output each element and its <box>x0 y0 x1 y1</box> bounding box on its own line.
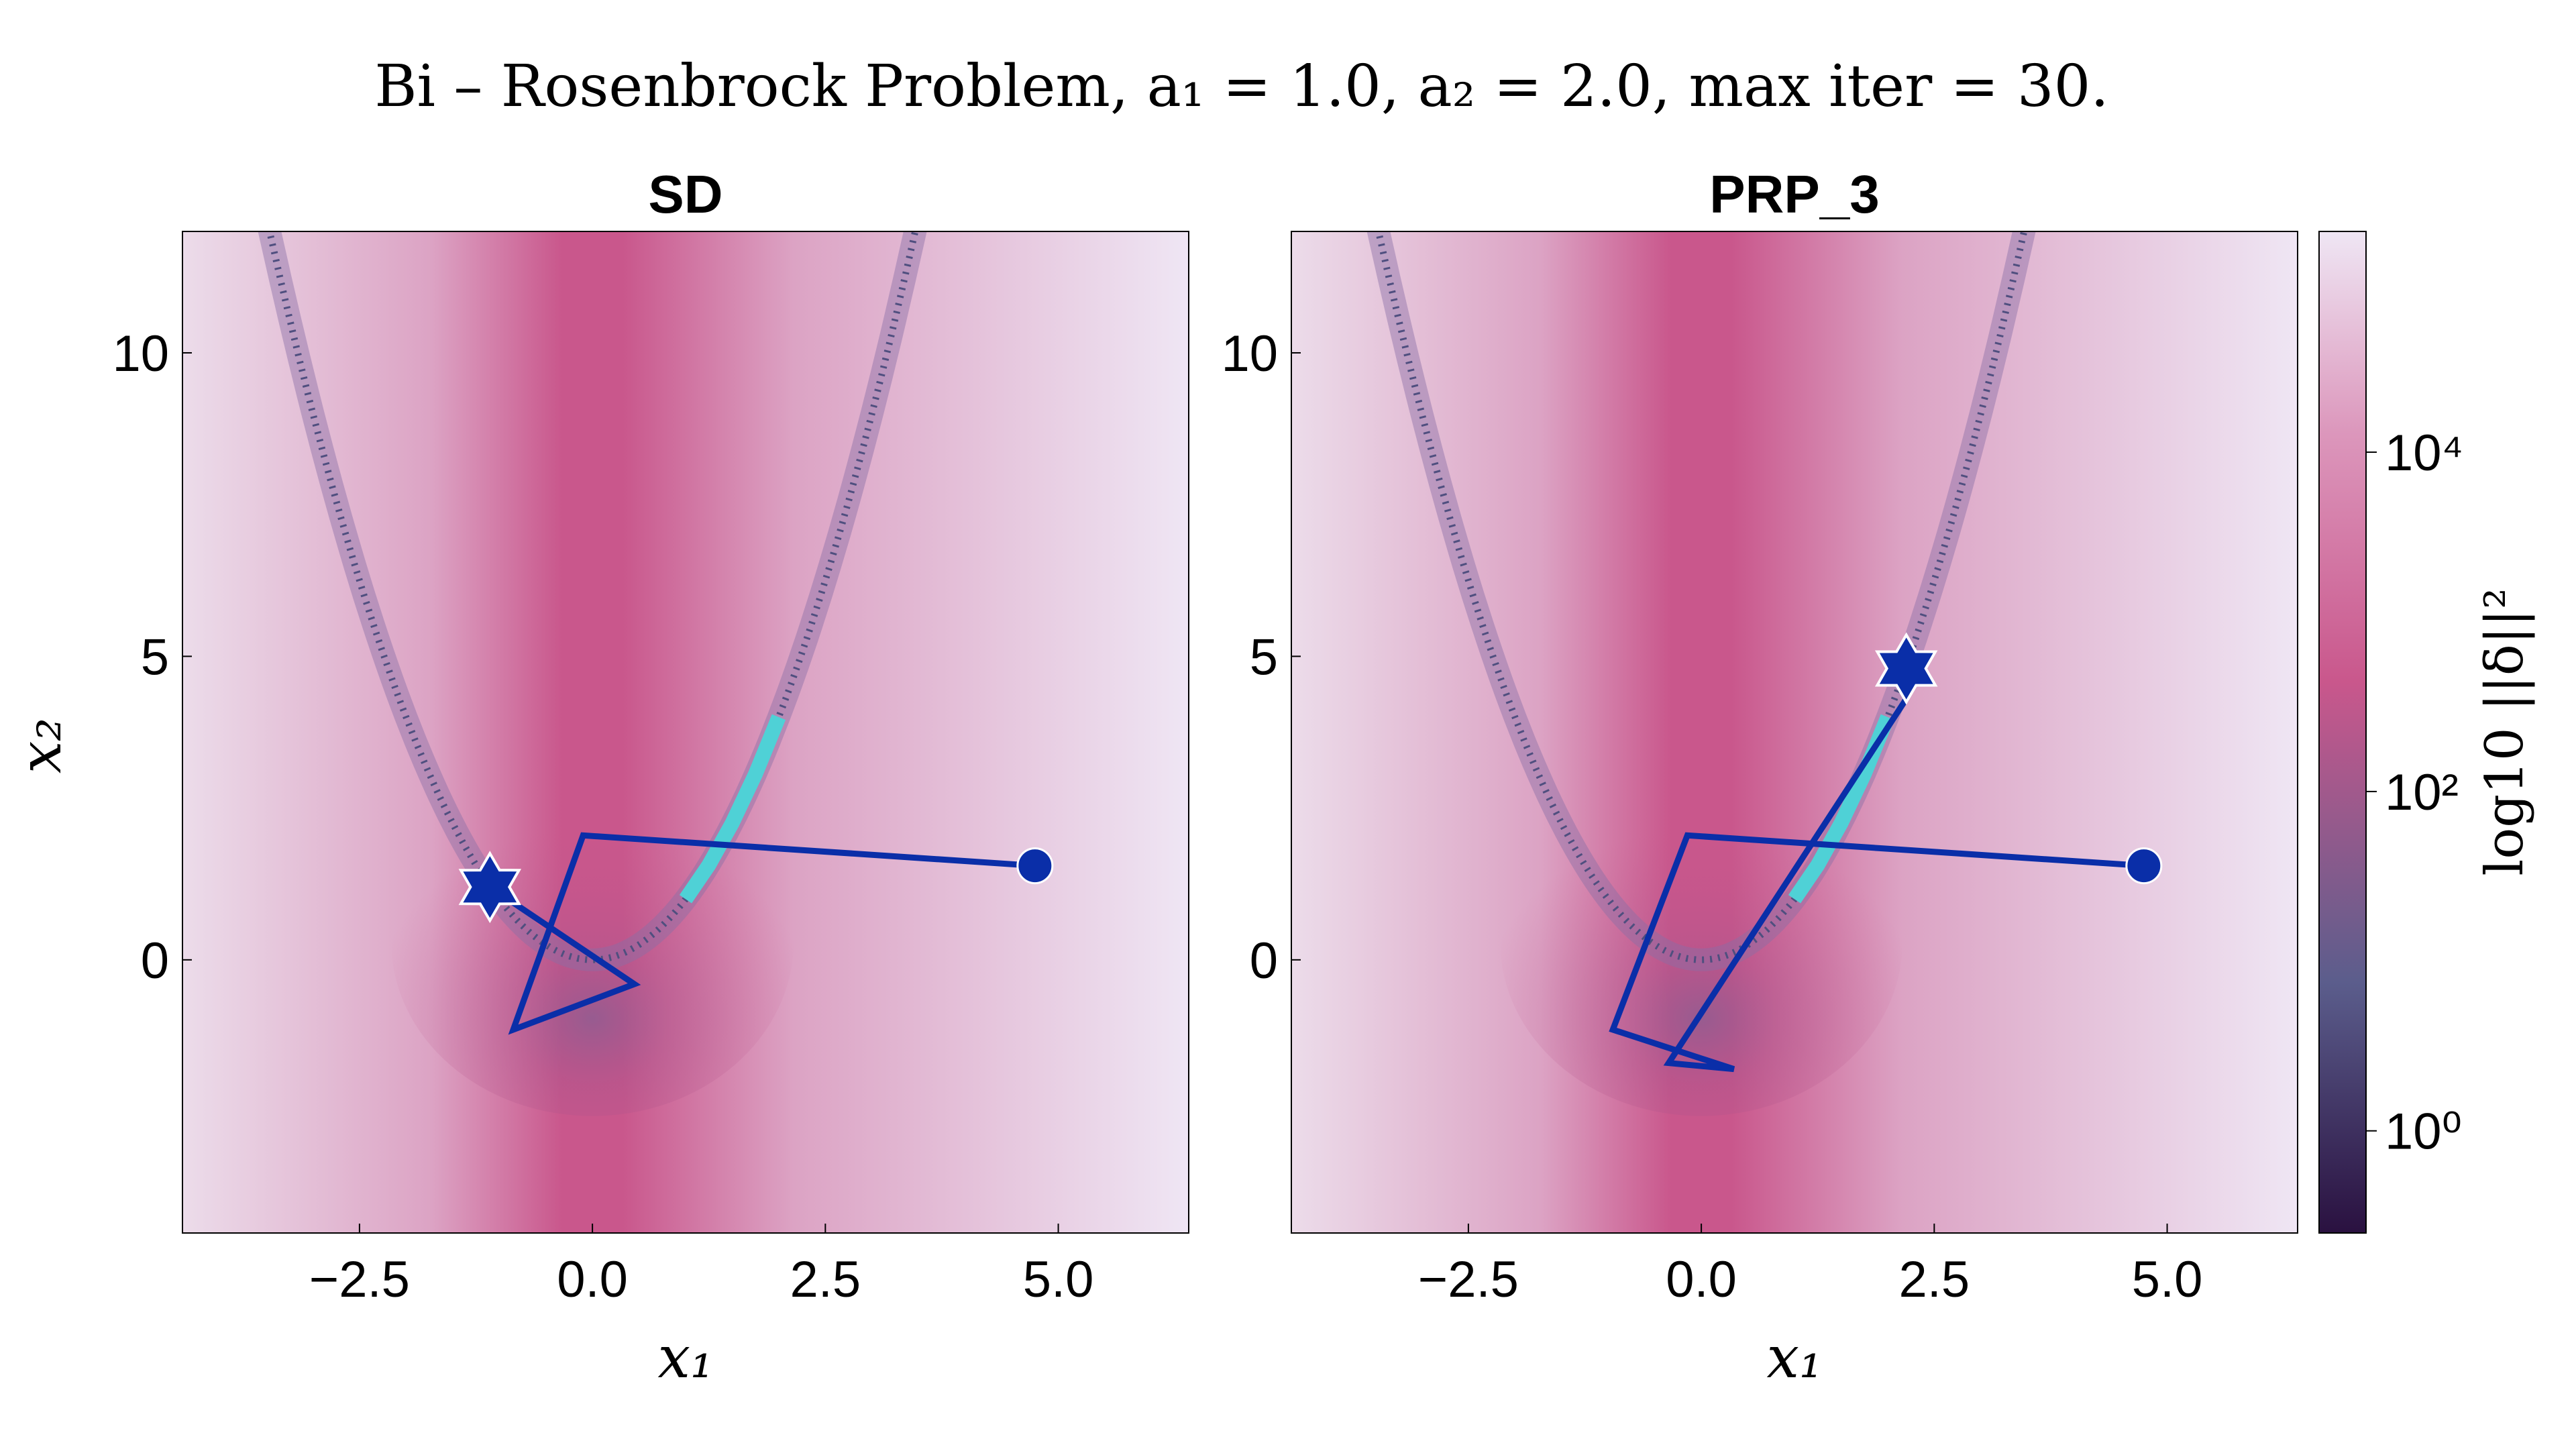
colorbar-label: log10 ||δ||² <box>2475 588 2535 875</box>
iterate-path <box>488 832 1036 1035</box>
y-axis-label: x₂ <box>7 718 74 773</box>
y-tick-label: 0 <box>141 932 169 989</box>
y-tick-label: 10 <box>1221 325 1278 382</box>
colorbar-tick-label: 10² <box>2385 764 2459 821</box>
y-tick-label: 10 <box>112 325 169 382</box>
iterate-path <box>1609 697 2145 1073</box>
y-tick-label: 0 <box>1250 932 1278 989</box>
end-point-star <box>1874 632 1938 705</box>
start-point-marker <box>2125 847 2163 885</box>
colorbar-ticks: 10⁰ 10² 10⁴ <box>2366 425 2463 1161</box>
y-tick-label: 5 <box>141 629 169 686</box>
x-tick-label: 5.0 <box>2132 1251 2203 1308</box>
x-tick-label: 2.5 <box>790 1251 861 1308</box>
plot-frame <box>1291 231 2298 1234</box>
panel-title: SD <box>648 164 722 224</box>
start-point-marker <box>1016 847 1054 885</box>
colorbar-tick-label: 10⁰ <box>2385 1104 2462 1161</box>
colorbar: 10⁰ 10² 10⁴ log10 ||δ||² <box>2318 231 2535 1234</box>
panel-sd: SD −2.5 0.0 2.5 5.0 0 5 10 x₁ x₂ <box>7 164 1189 1391</box>
x-tick-label: 5.0 <box>1023 1251 1094 1308</box>
x-tick-label: −2.5 <box>1418 1251 1519 1308</box>
x-axis-label: x₁ <box>1767 1324 1823 1391</box>
colorbar-gradient <box>2318 231 2367 1234</box>
solution-curve <box>679 714 786 904</box>
valley-curve <box>266 231 919 963</box>
panel-title: PRP_3 <box>1709 164 1879 224</box>
y-tick-label: 5 <box>1250 629 1278 686</box>
figure-title: Bi – Rosenbrock Problem, a₁ = 1.0, a₂ = … <box>374 53 2108 120</box>
x-tick-label: −2.5 <box>309 1251 410 1308</box>
plot-frame <box>182 231 1189 1234</box>
colorbar-tick-label: 10⁴ <box>2385 425 2463 482</box>
x-tick-label: 2.5 <box>1899 1251 1970 1308</box>
valley-curve <box>1375 231 2028 963</box>
x-tick-label: 0.0 <box>557 1251 628 1308</box>
x-tick-label: 0.0 <box>1666 1251 1737 1308</box>
end-point-star <box>458 851 522 924</box>
x-axis-label: x₁ <box>658 1324 714 1391</box>
panel-prp3: PRP_3 −2.5 0.0 2.5 5.0 0 5 10 x₁ <box>1221 164 2298 1391</box>
